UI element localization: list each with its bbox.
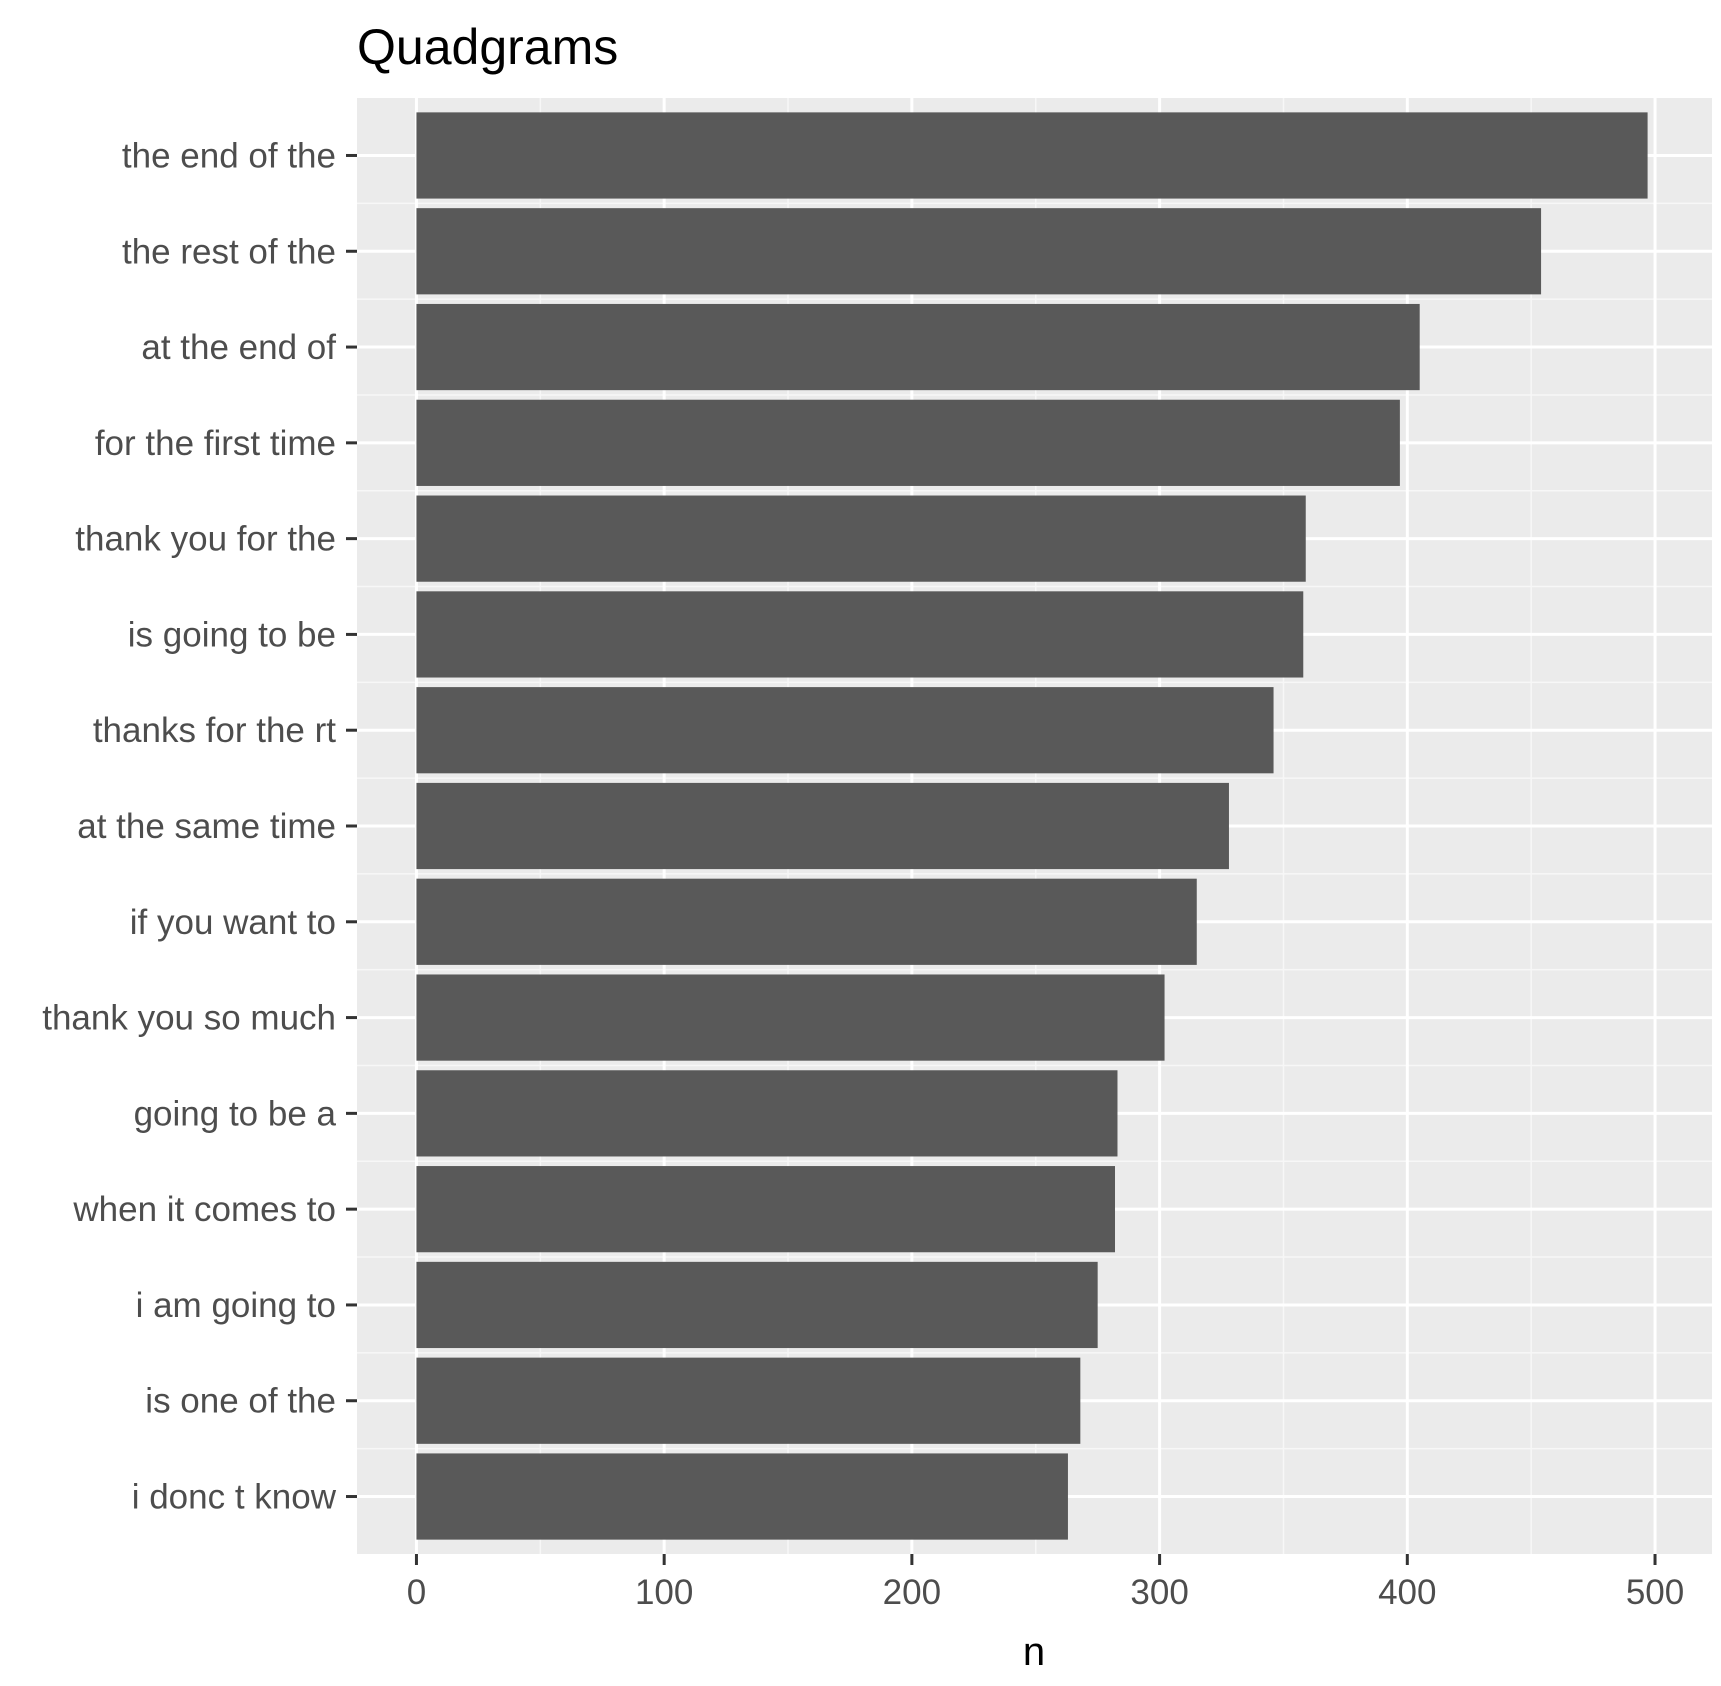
y-tick-label: i am going to <box>136 1286 336 1325</box>
y-tick-label: at the end of <box>141 328 336 367</box>
y-tick-label: the end of the <box>122 136 336 175</box>
y-tick-label: at the same time <box>77 807 336 846</box>
bar <box>416 495 1306 582</box>
y-tick-label: thank you for the <box>75 520 336 559</box>
x-axis-label: n <box>1023 1630 1045 1674</box>
bar <box>416 782 1229 870</box>
y-tick-label: is one of the <box>145 1382 336 1421</box>
y-tick-label: going to be a <box>134 1094 337 1133</box>
bar <box>416 687 1274 774</box>
bar <box>416 1070 1118 1157</box>
y-tick-label: the rest of the <box>122 232 336 271</box>
bar <box>416 1166 1116 1253</box>
x-axis: 0 100 200 300 400 500 <box>407 1554 1684 1612</box>
y-tick-label: for the first time <box>95 424 336 463</box>
bar <box>416 591 1304 678</box>
bar <box>416 303 1420 391</box>
x-tick-label: 400 <box>1378 1573 1436 1612</box>
bar <box>416 208 1542 295</box>
chart-title: Quadgrams <box>357 19 618 75</box>
bar <box>416 974 1165 1061</box>
bar <box>416 112 1648 199</box>
bar <box>416 1453 1068 1540</box>
x-tick-label: 500 <box>1626 1573 1684 1612</box>
x-tick-label: 0 <box>407 1573 426 1612</box>
y-tick-label: i donc t know <box>132 1478 337 1517</box>
y-tick-label: when it comes to <box>72 1190 336 1229</box>
y-tick-label: is going to be <box>128 615 336 654</box>
y-tick-label: if you want to <box>130 903 336 942</box>
bar <box>416 1357 1081 1444</box>
x-tick-label: 300 <box>1130 1573 1188 1612</box>
x-tick-label: 200 <box>883 1573 941 1612</box>
y-tick-label: thanks for the rt <box>93 711 336 750</box>
y-tick-label: thank you so much <box>42 999 336 1038</box>
bar <box>416 1261 1098 1349</box>
bars <box>416 112 1648 1540</box>
bar <box>416 399 1400 486</box>
x-tick-label: 100 <box>635 1573 693 1612</box>
bar <box>416 878 1197 965</box>
y-axis: the end of the the rest of the at the end … <box>42 136 357 1517</box>
